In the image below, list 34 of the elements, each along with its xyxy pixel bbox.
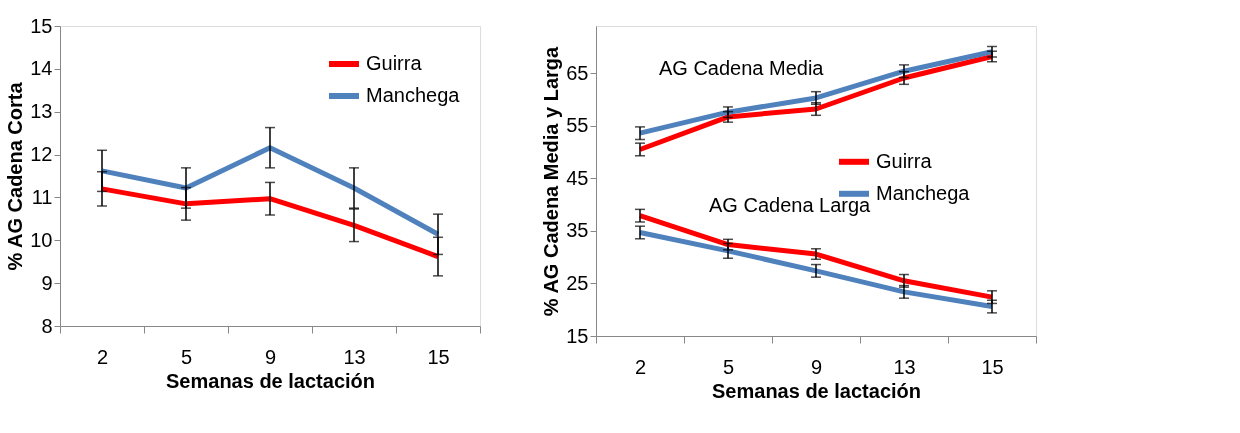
x-tick-label: 15 (427, 345, 450, 368)
annotation: AG Cadena Larga (708, 193, 872, 216)
x-axis-title: Semanas de lactación (166, 369, 375, 392)
x-tick-label: 2 (96, 345, 109, 368)
y-axis-title: % AG Cadena Media y Larga (540, 45, 563, 317)
y-tick-label: 9 (41, 271, 53, 294)
legend-label: Manchega (876, 181, 971, 204)
y-tick-label: 13 (30, 100, 53, 123)
y-tick-label: 12 (30, 143, 53, 166)
y-tick-label: 11 (31, 185, 53, 208)
x-axis-title: Semanas de lactación (712, 379, 921, 402)
y-tick-label: 8 (41, 314, 53, 337)
annotation: AG Cadena Media (658, 57, 825, 80)
y-tick-label: 10 (30, 228, 53, 251)
y-tick-label: 14 (30, 57, 53, 80)
y-tick-label: 15 (30, 14, 53, 37)
x-tick-label: 13 (893, 355, 916, 378)
legend-label: Guirra (366, 52, 423, 74)
y-tick-label: 15 (566, 324, 589, 347)
legend-label: Manchega (366, 84, 461, 106)
y-axis-title: % AG Cadena Corta (4, 81, 27, 271)
x-tick-label: 5 (722, 355, 735, 378)
y-tick-label: 35 (566, 219, 589, 242)
x-tick-label: 9 (810, 355, 823, 378)
y-tick-label: 65 (566, 61, 589, 84)
x-tick-label: 2 (634, 355, 647, 378)
x-tick-label: 13 (343, 345, 366, 368)
x-tick-label: 15 (981, 355, 1004, 378)
y-tick-label: 55 (566, 114, 589, 137)
x-tick-label: 5 (180, 345, 193, 368)
x-tick-label: 9 (264, 345, 277, 368)
legend-label: Guirra (876, 149, 933, 172)
y-tick-label: 45 (566, 166, 589, 189)
y-tick-label: 25 (566, 271, 589, 294)
